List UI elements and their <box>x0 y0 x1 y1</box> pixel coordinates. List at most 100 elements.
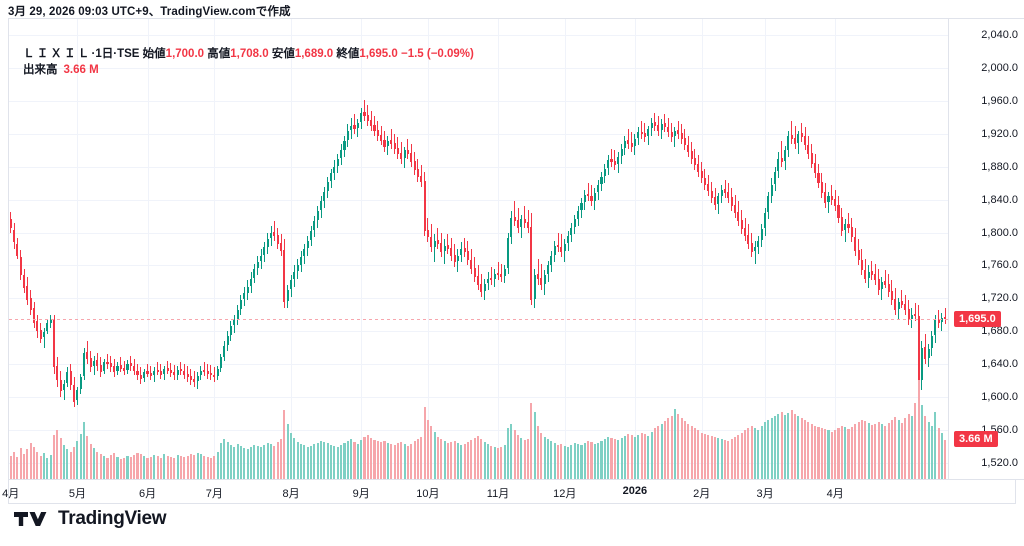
volume-bar <box>840 426 843 479</box>
candle-body <box>757 240 760 247</box>
candle-body <box>513 216 516 222</box>
candle-body <box>166 368 169 371</box>
volume-bar <box>867 423 870 479</box>
volume-bar <box>877 422 880 479</box>
candle-body <box>700 170 703 179</box>
candle-body <box>687 144 690 153</box>
candle-body <box>290 280 293 290</box>
volume-bar <box>770 417 773 479</box>
volume-bar <box>93 448 96 479</box>
gridline-vertical <box>634 19 636 479</box>
volume-bar <box>530 403 533 479</box>
volume-bar <box>720 438 723 479</box>
candle-body <box>206 371 209 374</box>
volume-bar <box>900 423 903 479</box>
time-axis[interactable]: 4月 5月 6月 7月 8月 9月 10月 11月 12月 2026 2月 3月 4月 <box>2 480 1016 504</box>
volume-bar <box>16 456 19 479</box>
candle-body <box>316 211 319 221</box>
candle-body <box>617 157 620 165</box>
candle-body <box>259 255 263 262</box>
candle-body <box>657 124 660 131</box>
volume-bar <box>366 434 369 479</box>
volume-bar <box>320 441 323 479</box>
candle-wick <box>901 290 903 309</box>
candle-body <box>530 226 533 300</box>
volume-bar <box>790 410 793 479</box>
volume-bar <box>63 445 66 479</box>
candle-body <box>183 370 186 375</box>
candle-wick <box>627 129 629 149</box>
volume-bar <box>697 430 700 479</box>
volume-bar <box>517 434 520 479</box>
candle-wick <box>537 258 539 286</box>
candle-body <box>567 235 570 244</box>
volume-bar <box>239 446 243 479</box>
volume-bar <box>189 453 192 479</box>
gridline-horizontal <box>9 298 1016 300</box>
candle-body <box>910 314 913 319</box>
volume-bar <box>133 454 136 479</box>
candle-body <box>480 284 483 292</box>
volume-bar <box>820 428 823 479</box>
candle-body <box>209 373 212 376</box>
candle-body <box>453 254 456 263</box>
candle-body <box>139 374 142 379</box>
gridline-vertical <box>701 19 703 479</box>
volume-bar <box>657 426 660 479</box>
volume-bar <box>343 443 346 479</box>
candle-body <box>934 319 937 336</box>
candle-wick <box>674 127 676 148</box>
price-axis-tick: 1,960.0 <box>981 95 1018 108</box>
candle-body <box>613 161 616 166</box>
candle-body <box>496 272 500 276</box>
volume-bar <box>553 443 556 479</box>
volume-bar <box>677 413 680 479</box>
volume-bar <box>270 444 273 479</box>
candle-body <box>917 315 920 381</box>
candle-body <box>296 265 299 272</box>
candle-body <box>867 272 870 278</box>
candle-body <box>774 171 777 185</box>
candle-body <box>463 248 466 253</box>
candle-wick <box>400 142 402 164</box>
chart-plot-area[interactable]: ＬＩＸＩＬ·1日·TSE 始値1,700.0 高値1,708.0 安値1,689… <box>8 18 1016 480</box>
volume-bar <box>810 424 813 479</box>
candle-body <box>550 255 553 265</box>
volume-bar <box>744 430 747 479</box>
volume-bar <box>737 434 740 479</box>
price-axis[interactable]: 2,040.0 2,000.0 1,960.0 1,920.0 1,880.0 1,840… <box>948 18 1024 480</box>
volume-bar <box>887 423 890 479</box>
candle-body <box>226 336 229 346</box>
candle-body <box>847 223 850 228</box>
candle-wick <box>420 165 422 187</box>
volume-bar <box>363 436 366 479</box>
volume-bar <box>623 435 626 479</box>
candle-wick <box>437 227 439 249</box>
volume-bar <box>103 455 106 479</box>
candle-body <box>723 189 727 194</box>
volume-bar <box>730 438 733 479</box>
volume-bar <box>560 444 563 479</box>
candle-wick <box>587 183 589 202</box>
volume-bar <box>66 449 69 479</box>
gridline-horizontal <box>9 134 1016 135</box>
candle-body <box>600 176 603 185</box>
volume-bar <box>870 425 873 479</box>
candle-body <box>286 290 289 301</box>
candle-wick <box>717 193 719 215</box>
candle-wick <box>871 260 873 281</box>
candle-wick <box>801 122 803 143</box>
candle-body <box>69 371 72 386</box>
volume-bar <box>757 430 760 479</box>
time-axis-tick: 5月 <box>68 488 86 500</box>
candle-body <box>764 212 767 229</box>
candle-body <box>129 363 132 367</box>
candle-wick <box>641 120 643 139</box>
volume-bar <box>924 415 927 479</box>
candle-body <box>580 203 583 211</box>
volume-bar <box>707 434 710 479</box>
volume-bar <box>12 451 16 479</box>
candle-body <box>12 230 16 243</box>
candle-wick <box>147 364 149 378</box>
